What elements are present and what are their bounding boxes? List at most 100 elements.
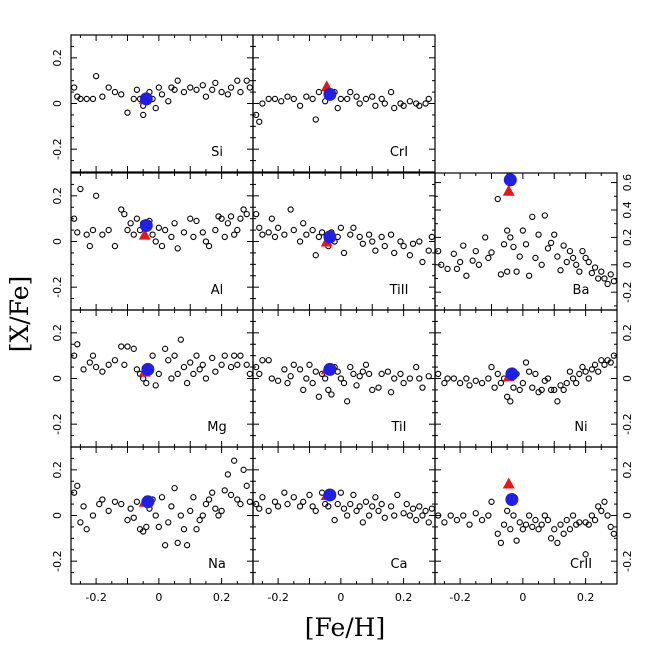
star-point bbox=[494, 530, 501, 537]
star-point bbox=[133, 366, 141, 373]
star-point bbox=[504, 227, 511, 234]
star-point bbox=[259, 357, 266, 364]
star-point bbox=[168, 233, 175, 241]
panel-frame bbox=[434, 309, 618, 448]
star-point bbox=[92, 72, 100, 80]
star-point bbox=[227, 213, 235, 220]
star-point bbox=[190, 494, 197, 501]
star-point bbox=[406, 375, 414, 382]
star-point bbox=[400, 242, 407, 250]
star-point bbox=[610, 352, 618, 359]
star-point bbox=[604, 512, 611, 519]
star-point bbox=[86, 242, 93, 250]
star-point bbox=[240, 206, 247, 213]
star-point bbox=[601, 498, 608, 505]
star-point bbox=[171, 352, 178, 359]
star-point bbox=[547, 239, 555, 247]
star-point bbox=[569, 375, 577, 382]
star-point bbox=[466, 521, 473, 528]
star-point bbox=[165, 98, 172, 105]
star-point bbox=[438, 261, 445, 268]
star-point bbox=[271, 95, 279, 103]
star-point bbox=[525, 368, 533, 375]
panel-label: TiI bbox=[391, 420, 407, 435]
star-point bbox=[529, 523, 536, 531]
star-point bbox=[221, 487, 228, 494]
star-point bbox=[472, 377, 479, 384]
star-point bbox=[124, 516, 131, 524]
star-point bbox=[165, 357, 172, 364]
star-point bbox=[133, 215, 141, 222]
star-point bbox=[231, 231, 238, 238]
star-point bbox=[563, 516, 570, 524]
star-point bbox=[224, 471, 232, 478]
star-point bbox=[256, 370, 263, 378]
star-point bbox=[174, 539, 181, 547]
star-point bbox=[356, 373, 363, 380]
star-point bbox=[365, 370, 373, 378]
star-point bbox=[504, 507, 511, 515]
star-point bbox=[99, 93, 106, 100]
star-point bbox=[274, 224, 282, 231]
star-point bbox=[306, 361, 313, 368]
star-point bbox=[497, 271, 505, 278]
star-point bbox=[318, 229, 326, 236]
star-point bbox=[585, 521, 592, 528]
star-point bbox=[337, 489, 345, 496]
star-point bbox=[268, 215, 275, 222]
star-point bbox=[554, 539, 561, 547]
star-point bbox=[576, 268, 583, 275]
star-point bbox=[281, 366, 288, 373]
panel-label: Na bbox=[208, 557, 226, 572]
star-point bbox=[598, 357, 605, 364]
star-point bbox=[199, 82, 206, 89]
star-point bbox=[300, 498, 307, 505]
star-point bbox=[190, 233, 197, 241]
star-point bbox=[118, 343, 125, 350]
panel-ba: -0.2 0 0.2 0.4 0.6 Ba bbox=[434, 172, 634, 311]
star-point bbox=[369, 238, 376, 245]
star-point bbox=[209, 86, 216, 93]
star-point bbox=[196, 516, 203, 524]
star-point bbox=[544, 375, 552, 382]
star-point bbox=[155, 224, 163, 231]
star-point bbox=[400, 102, 407, 109]
circle-point bbox=[323, 488, 337, 502]
star-point bbox=[234, 496, 241, 503]
star-point bbox=[485, 512, 492, 519]
panels-layer: -0.2 0 0.2 Si CrI -0.2 0 0.2 Al TiII -0.2 0 0.2 0.4 0.… bbox=[51, 34, 634, 604]
star-point bbox=[243, 361, 250, 368]
star-point bbox=[296, 238, 304, 245]
y-tick-label: 0.4 bbox=[621, 201, 634, 219]
star-point bbox=[337, 224, 345, 231]
star-point bbox=[296, 503, 304, 510]
star-point bbox=[485, 254, 492, 262]
star-point bbox=[278, 98, 285, 105]
y-tick-label: 0.6 bbox=[621, 174, 634, 192]
star-point bbox=[209, 354, 216, 362]
star-point bbox=[70, 215, 78, 222]
star-point bbox=[212, 226, 219, 234]
star-point bbox=[180, 526, 188, 533]
star-point bbox=[391, 104, 398, 112]
star-point bbox=[604, 280, 611, 288]
star-point bbox=[522, 359, 530, 366]
star-point bbox=[519, 227, 527, 234]
star-point bbox=[453, 516, 461, 524]
star-point bbox=[315, 393, 323, 400]
star-point bbox=[541, 512, 548, 519]
star-point bbox=[234, 226, 241, 234]
star-point bbox=[419, 384, 426, 391]
star-point bbox=[149, 352, 156, 359]
y-tick-label: 0.2 bbox=[51, 187, 64, 205]
star-point bbox=[576, 519, 583, 526]
star-point bbox=[83, 231, 90, 238]
star-point bbox=[428, 505, 436, 512]
star-point bbox=[221, 352, 228, 359]
y-tick-label: 0.2 bbox=[621, 461, 634, 479]
star-point bbox=[231, 352, 238, 359]
star-point bbox=[218, 215, 225, 222]
star-point bbox=[541, 212, 548, 219]
triangle-point bbox=[502, 184, 515, 196]
star-point bbox=[312, 507, 319, 515]
